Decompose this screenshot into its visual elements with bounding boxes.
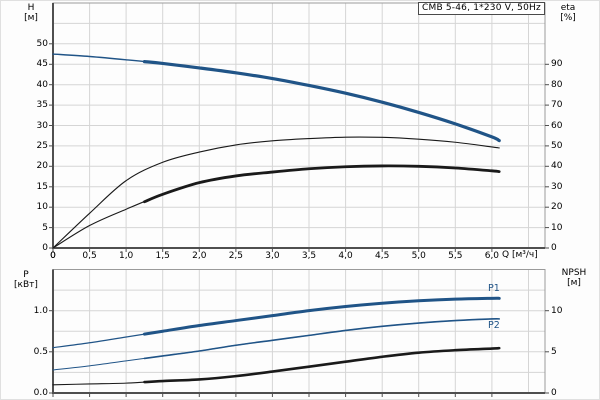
P2-curve-thin (52, 318, 500, 371)
p-axis-unit: [кВт] (14, 280, 38, 290)
tick-label: 70 (551, 100, 563, 111)
tick-label: 0 (50, 250, 56, 261)
tick-label: 90 (551, 59, 563, 70)
y-left-axis-label-head: H [м] (18, 3, 44, 23)
tick-label: 20 (36, 161, 48, 172)
tick-label: 0,5 (82, 250, 97, 261)
tick-label: 1,0 (118, 250, 134, 261)
h-axis-name: H (27, 3, 35, 13)
tick-label: 80 (551, 79, 563, 90)
tick-label: 1,5 (155, 250, 170, 261)
H-curve-thin (52, 53, 500, 142)
tick-label: 2,0 (192, 250, 207, 261)
tick-label: 50 (36, 38, 48, 49)
tick-label: 40 (551, 161, 563, 172)
y-left-axis-label-power: P [кВт] (7, 270, 45, 290)
eta-axis-name: eta (560, 3, 576, 13)
tick-label: 35 (36, 100, 48, 111)
H-curve (142, 60, 501, 143)
tick-label: 5,5 (448, 250, 463, 261)
npsh-curve (143, 346, 501, 384)
tick-label: 30 (36, 120, 48, 131)
tick-label: 6,0 (484, 250, 500, 261)
tick-label: 45 (36, 59, 48, 70)
eta-total-curve (143, 164, 501, 204)
tick-label: 40 (36, 79, 48, 90)
tick-label: 60 (551, 120, 563, 131)
tick-label: 10 (551, 305, 563, 316)
tick-label: 20 (551, 202, 563, 213)
P1-curve (142, 296, 501, 336)
chart-title: CMB 5-46, 1*230 V, 50Hz (418, 2, 545, 15)
eta-pump-curve-thin (52, 136, 500, 249)
tick-label: 0 (551, 243, 557, 253)
tick-label: 2,5 (228, 250, 244, 261)
p-axis-name: P (23, 270, 29, 280)
series-label-p2: P2 (488, 320, 500, 331)
tick-label: 0.0 (33, 388, 48, 398)
tick-label: 15 (36, 181, 48, 192)
tick-label: 5 (42, 222, 48, 233)
tick-label: 5,0 (411, 250, 426, 261)
h-axis-unit: [м] (24, 13, 38, 23)
eta-axis-unit: [%] (560, 13, 576, 23)
tick-label: 4,5 (374, 250, 390, 261)
npsh-axis-name: NPSH (561, 268, 587, 278)
npsh-curve-thin (52, 347, 500, 386)
tick-label: 30 (551, 181, 563, 192)
x-axis-label: Q [м³/ч] (502, 250, 538, 260)
tick-label: 5 (551, 346, 557, 357)
series-label-p1: P1 (488, 283, 500, 294)
tick-label: 1.0 (33, 305, 48, 316)
npsh-axis-unit: [м] (567, 278, 581, 288)
y-right-axis-label-head: eta [%] (552, 3, 584, 23)
tick-label: 10 (36, 202, 48, 213)
P2-curve (143, 317, 501, 360)
tick-label: 0 (42, 243, 48, 253)
tick-label: 0 (551, 388, 557, 398)
tick-label: 50 (551, 140, 563, 151)
tick-label: 3,0 (265, 250, 280, 261)
tick-label: 3,5 (301, 250, 317, 261)
tick-label: 0.5 (33, 346, 48, 357)
tick-label: 25 (36, 140, 48, 151)
y-right-axis-label-power: NPSH [м] (551, 268, 597, 288)
tick-label: 0 (50, 250, 56, 261)
tick-label: 10 (551, 222, 563, 233)
tick-label: 4,0 (338, 250, 353, 261)
